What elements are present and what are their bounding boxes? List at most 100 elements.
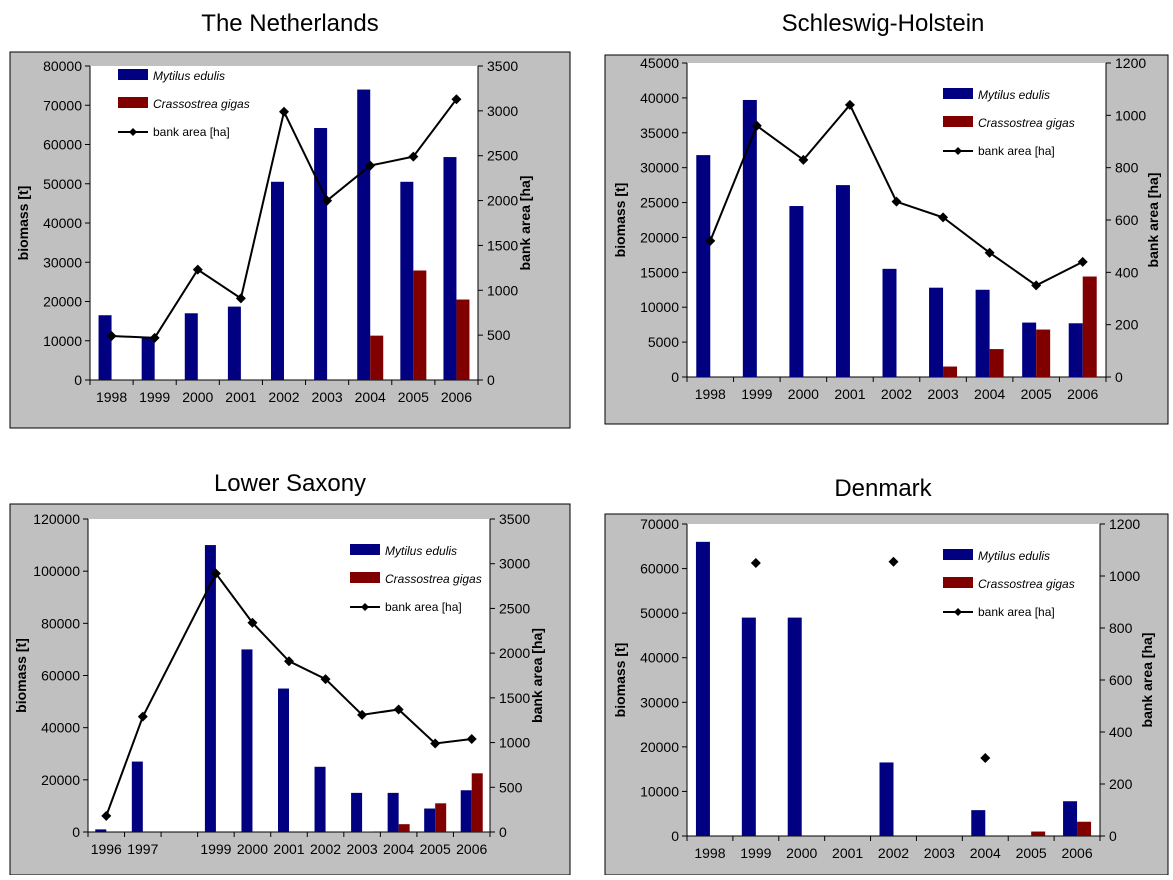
y-tick-label: 20000 [41,772,80,788]
y-tick-label: 35000 [640,125,679,141]
bank-area-marker [322,195,333,206]
chart-panel-netherlands: The Netherlands 0 10000 20000 30000 40000 500… [0,0,580,430]
y2-tick-label: 0 [1115,369,1123,385]
y2-tick-label: 1200 [1115,55,1146,71]
bar-mytilus-edulis [443,157,457,380]
y2-tick-label: 600 [1109,672,1133,688]
y2-tick-label: 2000 [487,193,518,209]
y2-axis-label: bank area [ha] [529,628,545,723]
x-tick-label: 2004 [355,389,386,405]
bank-area-line [105,571,472,817]
bar-mytilus-edulis [387,792,399,832]
y-tick-label: 60000 [43,137,82,153]
legend-marker-bank-area [361,603,369,611]
legend-label-crassostrea-gigas: Crassostrea gigas [385,572,482,586]
y-axis-label: biomass [t] [15,186,31,261]
bar-mytilus-edulis [879,762,894,836]
bar-crassostrea-gigas [989,349,1004,377]
bank-area-marker [235,293,246,304]
y2-tick-label: 0 [1109,828,1117,844]
legend-swatch-crassostrea-gigas [943,116,973,127]
bank-area-marker [192,264,203,275]
bank-area-marker [891,196,902,207]
x-tick-label: 1996 [91,841,122,857]
bar-crassostrea-gigas [456,299,470,380]
bar-mytilus-edulis [882,268,897,377]
bank-area-marker [408,151,419,162]
y-tick-label: 0 [671,828,679,844]
x-tick-label: 2002 [881,386,912,402]
y2-tick-label: 2500 [487,148,518,164]
bar-mytilus-edulis [929,287,944,377]
y2-tick-label: 1000 [1115,107,1146,123]
bar-crassostrea-gigas [1031,831,1046,836]
x-tick-label: 2002 [878,845,909,861]
x-tick-label: 2000 [786,845,817,861]
bar-mytilus-edulis [314,128,328,380]
bank-area-marker [938,212,949,223]
bar-mytilus-edulis [227,306,241,380]
y-tick-label: 30000 [640,694,679,710]
bar-crassostrea-gigas [1082,276,1097,377]
x-tick-label: 2004 [974,386,1005,402]
y-tick-label: 40000 [640,650,679,666]
y-tick-label: 70000 [640,516,679,532]
bar-mytilus-edulis [357,89,371,381]
y-axis-label: biomass [t] [612,183,628,258]
bank-area-marker [106,331,117,342]
y2-tick-label: 1500 [487,237,518,253]
y-tick-label: 15000 [640,264,679,280]
y-tick-label: 80000 [41,615,80,631]
y-tick-label: 40000 [41,720,80,736]
bank-area-marker [798,154,809,165]
x-tick-label: 2003 [312,389,343,405]
y-tick-label: 40000 [640,90,679,106]
y-tick-label: 30000 [640,160,679,176]
bar-mytilus-edulis [742,99,757,377]
y-tick-label: 30000 [43,254,82,270]
bank-area-marker [984,247,995,258]
bank-area-marker [750,558,761,568]
bar-mytilus-edulis [1063,801,1078,836]
legend-label-crassostrea-gigas: Crassostrea gigas [153,97,250,111]
x-tick-label: 2000 [182,389,213,405]
y2-tick-label: 2500 [499,600,530,616]
x-tick-label: 2005 [420,841,451,857]
bank-area-marker [451,94,462,105]
x-tick-label: 2002 [310,841,341,857]
y2-tick-label: 500 [499,779,523,795]
x-tick-label: 2006 [1067,386,1098,402]
x-tick-label: 2002 [268,389,299,405]
y-tick-label: 25000 [640,195,679,211]
x-tick-label: 2006 [441,389,472,405]
y2-tick-label: 3000 [499,556,530,572]
y2-tick-label: 800 [1115,160,1139,176]
bar-mytilus-edulis [789,206,804,377]
y2-tick-label: 3000 [487,103,518,119]
y2-axis-label: bank area [ha] [517,176,533,271]
bank-area-marker [320,674,331,685]
legend-label-bank-area: bank area [ha] [153,125,230,139]
legend-label-crassostrea-gigas: Crassostrea gigas [978,577,1075,591]
x-tick-label: 1999 [741,386,772,402]
bank-area-marker [466,733,477,744]
legend-label-mytilus-edulis: Mytilus edulis [978,549,1050,563]
x-tick-label: 2003 [924,845,955,861]
y2-tick-label: 800 [1109,620,1133,636]
bar-mytilus-edulis [95,829,107,832]
legend-marker-bank-area [954,147,962,155]
bank-area-marker [1031,280,1042,291]
bank-area-marker [1077,256,1088,267]
bar-crassostrea-gigas [362,831,374,832]
x-tick-label: 1998 [695,386,726,402]
x-tick-label: 1999 [139,389,170,405]
bank-area-marker [101,810,112,821]
bank-area-marker [844,99,855,110]
bar-crassostrea-gigas [370,335,384,380]
legend-label-mytilus-edulis: Mytilus edulis [978,88,1050,102]
x-tick-label: 2001 [225,389,256,405]
bar-mytilus-edulis [741,617,756,836]
y2-tick-label: 200 [1115,317,1139,333]
bank-area-marker [284,656,294,667]
chart-denmark: 0 10000 20000 30000 40000 50000 60000 70000 0 200… [604,513,1169,876]
